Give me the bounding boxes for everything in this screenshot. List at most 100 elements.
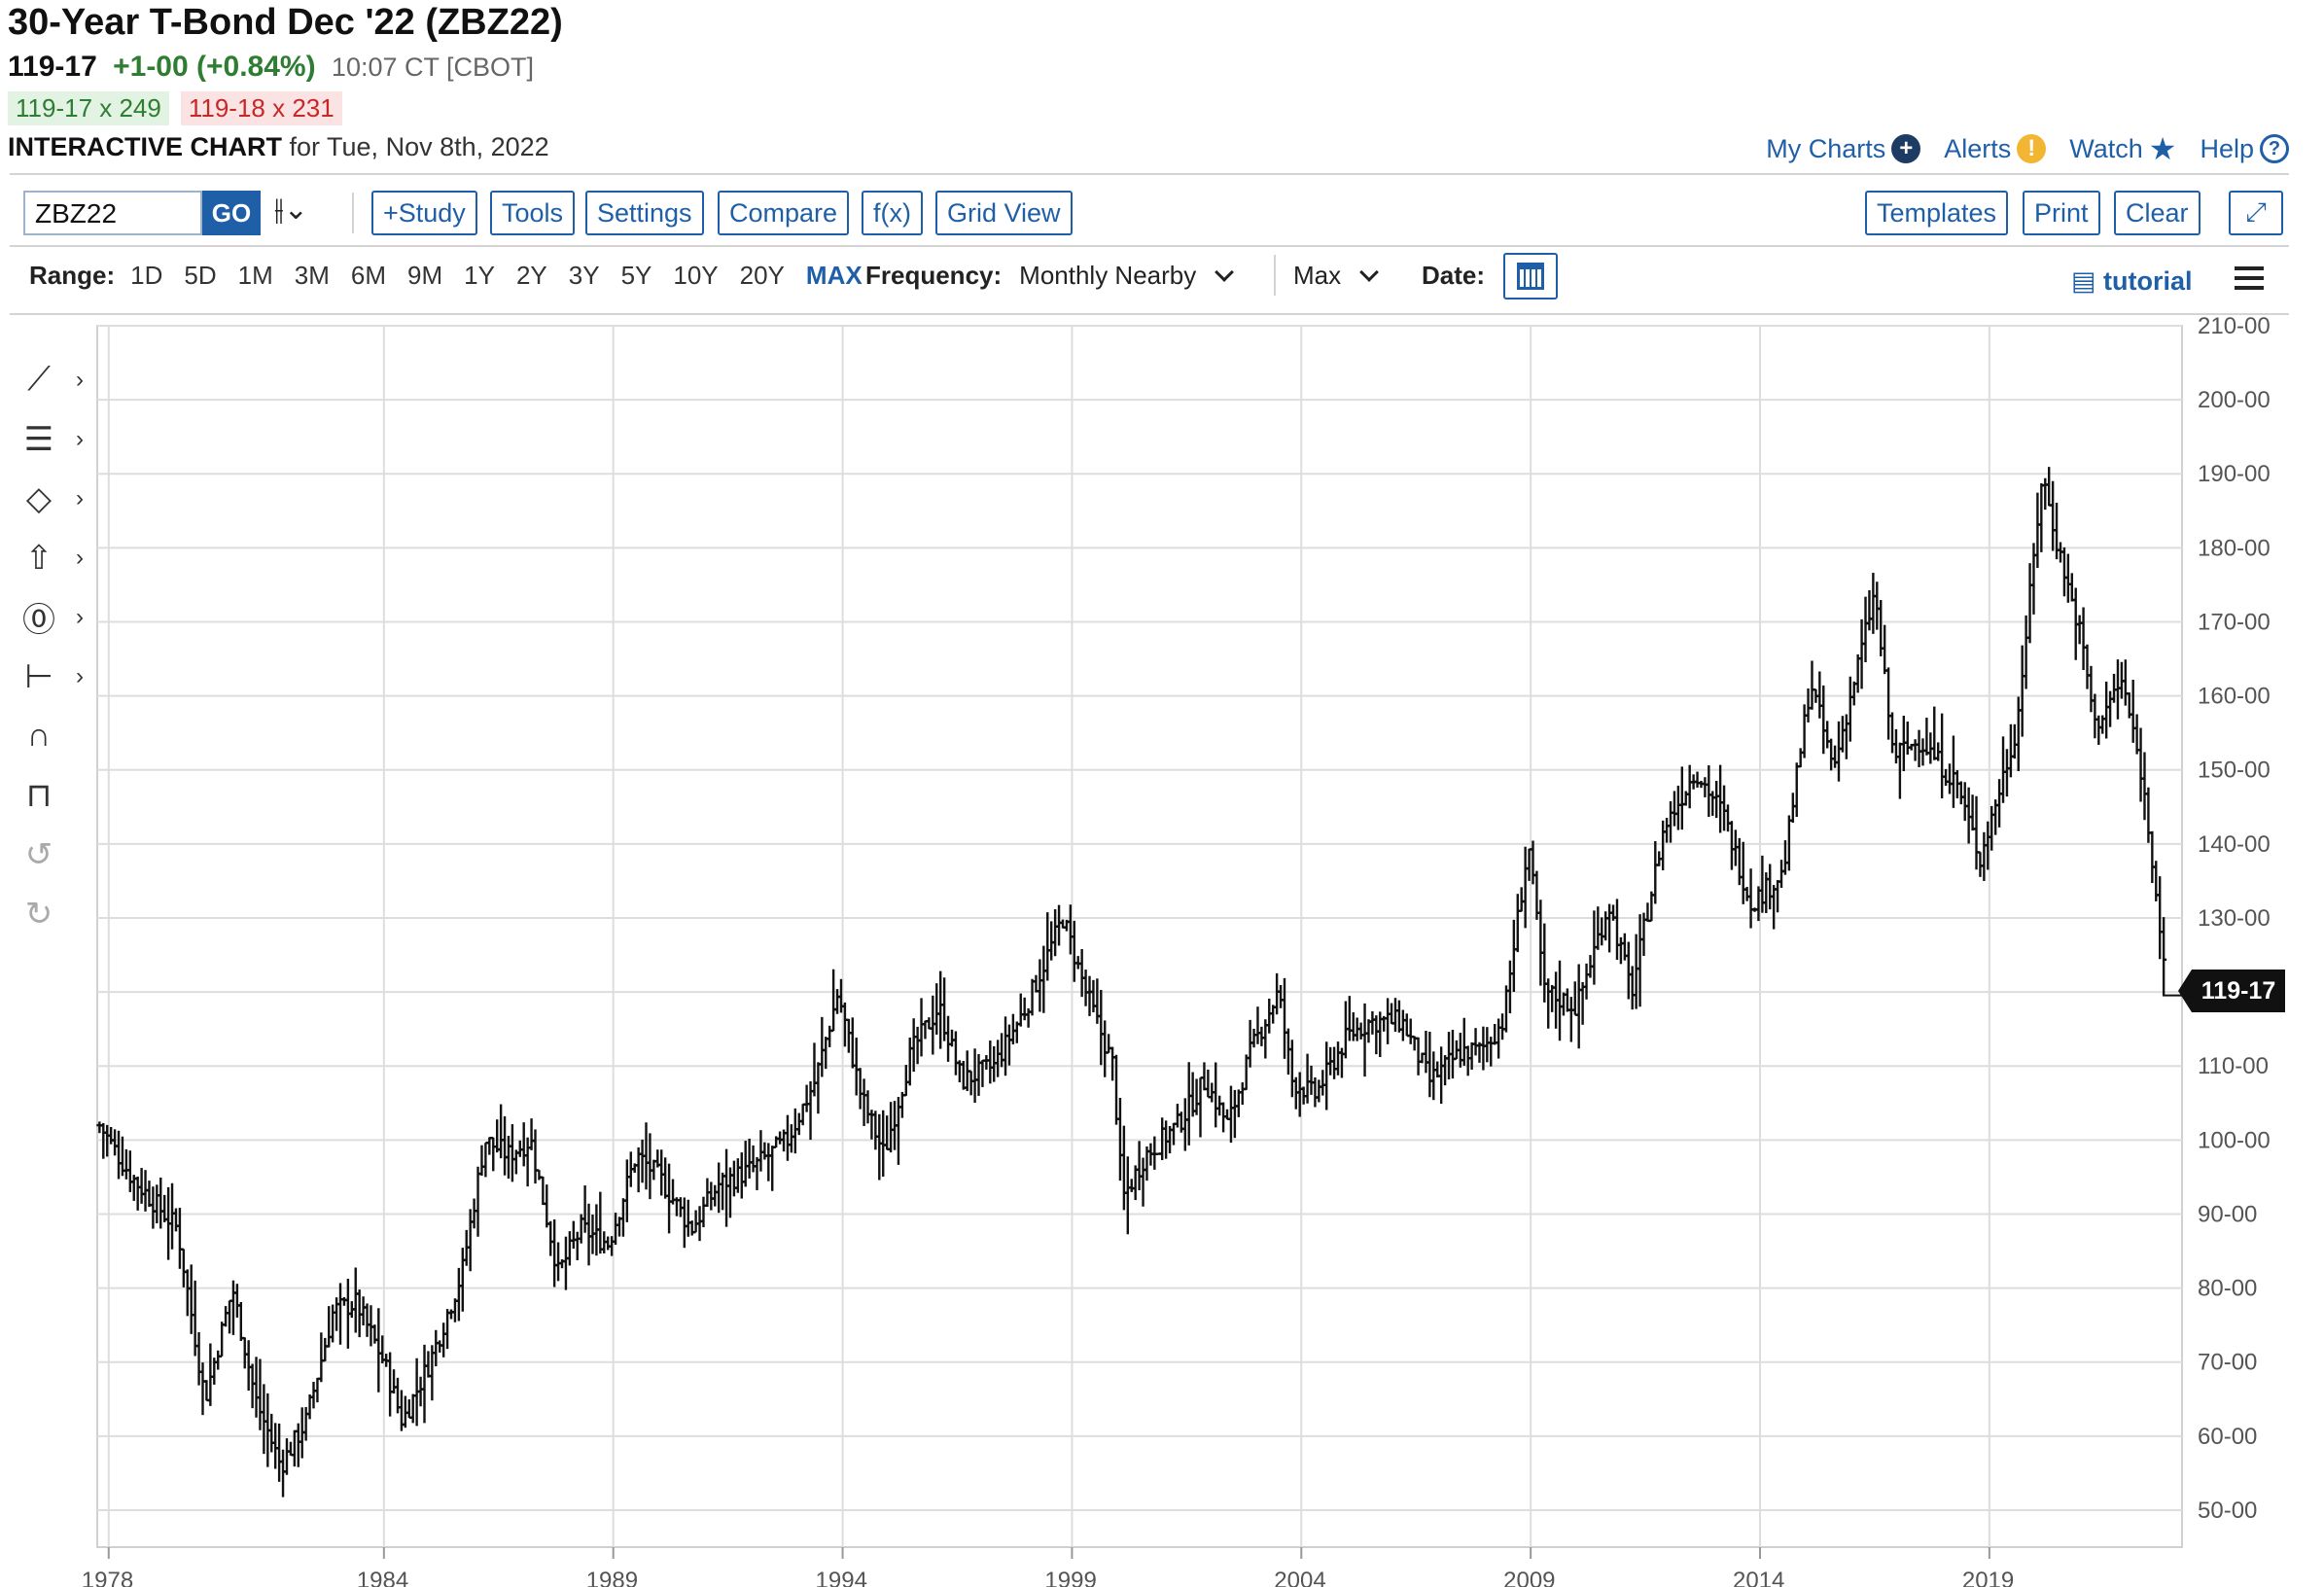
ohlc-bar bbox=[551, 1219, 558, 1287]
price-chart[interactable]: 50-0060-0070-0080-0090-00100-00110-00120… bbox=[0, 316, 2324, 1587]
magnet-tool[interactable]: ∩ bbox=[18, 706, 95, 765]
ohlc-bar bbox=[433, 1329, 440, 1367]
arrow-tool[interactable]: ⇧ › bbox=[18, 528, 95, 587]
settings-button[interactable]: Settings bbox=[585, 191, 704, 235]
alerts-link[interactable]: Alerts ! bbox=[1944, 134, 2047, 164]
ohlc-bar bbox=[562, 1236, 569, 1290]
ohlc-bar bbox=[1258, 1026, 1265, 1046]
ohlc-bar bbox=[999, 1033, 1005, 1068]
ohlc-bar bbox=[1304, 1053, 1311, 1104]
grid-view-button[interactable]: Grid View bbox=[935, 191, 1073, 235]
range-6m[interactable]: 6M bbox=[350, 261, 386, 290]
y-tick-label: 110-00 bbox=[2198, 1053, 2269, 1079]
hamburger-icon[interactable] bbox=[2235, 266, 2264, 290]
ohlc-bar bbox=[815, 1062, 822, 1114]
tools-button[interactable]: Tools bbox=[490, 191, 576, 235]
ohlc-bar bbox=[995, 1040, 1002, 1077]
ohlc-bar bbox=[746, 1138, 753, 1179]
range-max[interactable]: MAX bbox=[805, 261, 863, 290]
ohlc-bar bbox=[1288, 1040, 1295, 1098]
divider bbox=[10, 313, 2289, 315]
ohlc-bar bbox=[2141, 752, 2148, 821]
ohlc-bar bbox=[1461, 1017, 1467, 1066]
range-10y[interactable]: 10Y bbox=[673, 261, 719, 290]
shape-icon: ◇ bbox=[25, 479, 53, 517]
marker-tool[interactable]: ⓪ › bbox=[18, 587, 95, 647]
ohlc-bar bbox=[1950, 735, 1956, 808]
ohlc-bar bbox=[283, 1438, 290, 1475]
ohlc-bar bbox=[1082, 970, 1089, 1006]
marker-icon: ⓪ bbox=[22, 602, 55, 639]
measure-tool[interactable]: ⊢ › bbox=[18, 647, 95, 706]
symbol-input[interactable]: ZBZ22 bbox=[23, 191, 202, 235]
range-3m[interactable]: 3M bbox=[294, 261, 330, 290]
my-charts-link[interactable]: My Charts + bbox=[1766, 134, 1921, 164]
ohlc-bar bbox=[1395, 1000, 1402, 1033]
ohlc-bar bbox=[1870, 573, 1877, 634]
ohlc-bar bbox=[1606, 903, 1613, 953]
line-tool[interactable]: ⟋ › bbox=[18, 350, 95, 409]
ohlc-bar bbox=[1575, 964, 1582, 1049]
ohlc-bar bbox=[1835, 721, 1842, 782]
help-link[interactable]: Help ? bbox=[2200, 134, 2289, 164]
bid-ask: 119-17 x 249 119-18 x 231 bbox=[8, 91, 342, 125]
range-3y[interactable]: 3Y bbox=[568, 261, 600, 290]
ohlc-bar bbox=[1916, 729, 1922, 767]
bar-type-selector[interactable]: ⫲⌄ bbox=[274, 193, 308, 227]
y-tick-label: 180-00 bbox=[2198, 535, 2271, 561]
ohlc-bar bbox=[1385, 998, 1391, 1044]
ohlc-bar bbox=[662, 1157, 669, 1199]
study-button[interactable]: +Study bbox=[371, 191, 477, 235]
ohlc-bar bbox=[1717, 764, 1724, 833]
range-2y[interactable]: 2Y bbox=[515, 261, 547, 290]
ohlc-bar bbox=[203, 1380, 210, 1402]
ohlc-bar bbox=[1713, 781, 1720, 819]
ohlc-bar bbox=[849, 1017, 856, 1069]
ohlc-bar bbox=[937, 970, 944, 1049]
ohlc-bar bbox=[322, 1337, 329, 1362]
ohlc-bar bbox=[765, 1143, 772, 1181]
shape-tool[interactable]: ◇ › bbox=[18, 469, 95, 528]
ohlc-bar bbox=[1847, 676, 1853, 742]
ohlc-bar bbox=[975, 1053, 982, 1096]
undo-tool[interactable]: ↺ bbox=[18, 825, 95, 884]
range-9m[interactable]: 9M bbox=[407, 261, 443, 290]
print-button[interactable]: Print bbox=[2023, 191, 2100, 235]
ohlc-bar bbox=[2133, 714, 2140, 755]
templates-button[interactable]: Templates bbox=[1865, 191, 2009, 235]
expand-icon[interactable]: ⤢ bbox=[2229, 191, 2283, 235]
watch-link[interactable]: Watch ★ bbox=[2069, 130, 2176, 167]
ohlc-bar bbox=[1721, 785, 1728, 831]
ohlc-bar bbox=[1892, 728, 1899, 764]
go-button[interactable]: GO bbox=[202, 191, 261, 235]
ohlc-bar bbox=[1545, 978, 1552, 1029]
ohlc-bar bbox=[1185, 1062, 1192, 1146]
range-1y[interactable]: 1Y bbox=[464, 261, 495, 290]
clear-button[interactable]: Clear bbox=[2114, 191, 2201, 235]
calendar-button[interactable] bbox=[1503, 253, 1558, 300]
ohlc-bar bbox=[1775, 880, 1781, 913]
ohlc-bar bbox=[1446, 1032, 1453, 1079]
ohlc-bar bbox=[1854, 653, 1861, 693]
fx-button[interactable]: f(x) bbox=[862, 191, 923, 235]
range-5d[interactable]: 5D bbox=[184, 261, 217, 290]
ohlc-bar bbox=[823, 1037, 829, 1070]
ohlc-bar bbox=[1227, 1085, 1234, 1144]
ohlc-bar bbox=[2111, 673, 2118, 703]
frequency-select[interactable]: Frequency: Monthly Nearby bbox=[865, 261, 1235, 291]
redo-tool[interactable]: ↻ bbox=[18, 884, 95, 943]
compare-button[interactable]: Compare bbox=[718, 191, 850, 235]
period-select[interactable]: Max bbox=[1293, 261, 1380, 291]
range-5y[interactable]: 5Y bbox=[620, 261, 652, 290]
ohlc-bar bbox=[1957, 781, 1964, 805]
fib-tool[interactable]: ☰ › bbox=[18, 409, 95, 469]
range-1d[interactable]: 1D bbox=[130, 261, 163, 290]
lock-tool[interactable]: ⊓ bbox=[18, 765, 95, 825]
tutorial-link[interactable]: ▤ tutorial bbox=[2071, 266, 2193, 297]
ohlc-bar bbox=[1595, 906, 1602, 950]
ohlc-bar bbox=[1239, 1082, 1246, 1106]
range-1m[interactable]: 1M bbox=[237, 261, 273, 290]
ohlc-bar bbox=[1090, 979, 1097, 1012]
range-20y[interactable]: 20Y bbox=[739, 261, 785, 290]
ohlc-bar bbox=[482, 1141, 489, 1178]
